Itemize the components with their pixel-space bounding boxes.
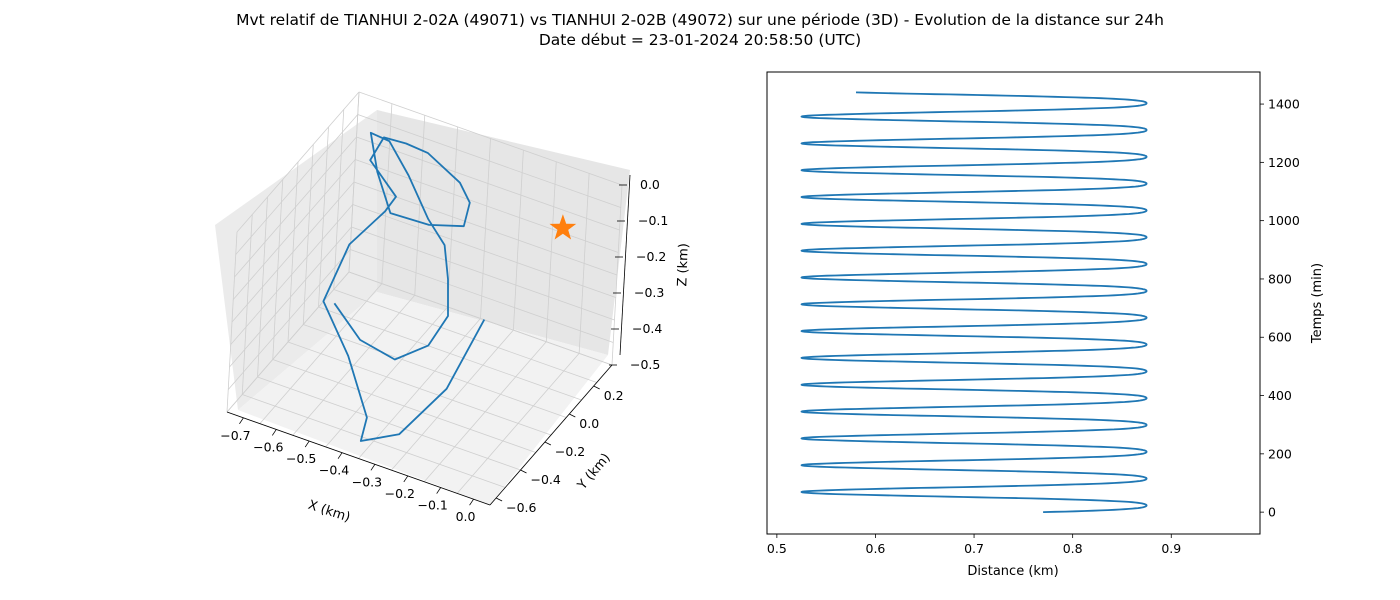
3d-pane-back <box>377 110 630 355</box>
z-tick-label: −0.5 <box>630 357 660 372</box>
grid-line <box>358 91 623 186</box>
x-axis-line <box>226 411 491 506</box>
grid-line <box>235 114 359 255</box>
grid-line <box>611 184 623 366</box>
grid-line <box>234 136 357 278</box>
y-tick-label: −0.6 <box>506 500 536 515</box>
z-axis-line <box>619 174 631 356</box>
grid-line <box>318 306 582 401</box>
time-tick-label: 800 <box>1268 271 1292 286</box>
grid-line <box>355 159 619 253</box>
z-tick-label: −0.1 <box>638 213 668 228</box>
z-ticks: 0.0 −0.1 −0.2 −0.3 −0.4 −0.5 <box>609 177 668 372</box>
x-tick-mark <box>370 464 376 471</box>
time-tick-label: 400 <box>1268 388 1292 403</box>
distance-tick-label: 0.9 <box>1161 541 1181 556</box>
grid-line <box>333 109 345 290</box>
y-tick-mark <box>544 441 552 446</box>
3d-pane-floor <box>238 292 608 505</box>
y-tick-mark <box>593 385 600 390</box>
z-tick-label: −0.3 <box>634 285 664 300</box>
origin-star-marker <box>549 214 577 240</box>
y-tick-mark <box>569 413 576 418</box>
time-axis-label: Temps (min) <box>1310 263 1325 344</box>
grid-line <box>512 150 524 331</box>
x-tick-label: −0.6 <box>253 439 283 454</box>
distance-time-axes: 0.5 0.6 0.7 0.8 0.9 0 200 400 600 800 1000 1200 140… <box>766 71 1325 579</box>
time-tick-label: 0 <box>1268 505 1276 520</box>
x-tick-label: −0.4 <box>319 463 349 478</box>
x-tick-mark <box>271 429 277 436</box>
grid-line <box>318 126 329 308</box>
3d-pane-left <box>215 110 377 410</box>
y-tick-mark <box>520 469 527 474</box>
grid-line <box>578 173 590 354</box>
y-ticks: −0.6 −0.4 −0.2 0.0 0.2 <box>495 385 624 515</box>
time-tick-label: 1000 <box>1268 213 1300 228</box>
y-tick-label: −0.2 <box>555 444 585 459</box>
z-axis-label: Z (km) <box>675 243 692 287</box>
x-tick-label: −0.3 <box>352 474 382 489</box>
grid-line <box>287 341 552 436</box>
title-line-2: Date début = 23-01-2024 20:58:50 (UTC) <box>538 31 862 49</box>
y-axis-line <box>489 364 613 506</box>
distance-axis-label: Distance (km) <box>967 564 1058 579</box>
grid-line <box>423 341 547 483</box>
grid-line <box>357 114 621 208</box>
3d-axes: −0.7−0.6−0.5−0.4−0.3−0.2−0.10.0 X (km) −… <box>215 91 692 526</box>
x-tick-label: −0.7 <box>220 428 250 443</box>
time-tick-label: 1200 <box>1268 155 1300 170</box>
distance-tick-label: 0.6 <box>866 541 886 556</box>
x-tick-label: 0.0 <box>456 509 476 524</box>
x-tick-label: −0.2 <box>385 486 415 501</box>
y-tick-mark <box>495 497 503 502</box>
x-tick-mark <box>337 452 343 459</box>
x-ticks: −0.7−0.6−0.5−0.4−0.3−0.2−0.1 0.0 <box>220 417 476 524</box>
figure-title: Mvt relatif de TIANHUI 2-02A (49071) vs … <box>0 10 1400 50</box>
x-axis-label: X (km) <box>306 498 352 526</box>
y-tick-label: 0.0 <box>579 416 599 431</box>
title-line-1: Mvt relatif de TIANHUI 2-02A (49071) vs … <box>236 11 1164 29</box>
time-y-ticks: 0 200 400 600 800 1000 1200 1400 <box>1260 97 1300 520</box>
grid-line <box>236 91 360 233</box>
grid-line <box>353 181 618 276</box>
grid-line <box>302 144 314 325</box>
time-tick-label: 200 <box>1268 446 1292 461</box>
3d-grid <box>226 91 623 506</box>
grid-line <box>348 271 613 366</box>
3d-trajectory-line <box>322 131 486 442</box>
distance-x-ticks: 0.5 0.6 0.7 0.8 0.9 <box>767 534 1181 556</box>
x-tick-mark <box>239 417 244 425</box>
distance-tick-label: 0.8 <box>1063 541 1083 556</box>
z-tick-label: 0.0 <box>640 177 660 192</box>
grid-line <box>333 289 597 383</box>
x-tick-mark <box>436 487 442 494</box>
y-tick-label: 0.2 <box>604 388 624 403</box>
grid-line <box>231 181 355 323</box>
grid-line <box>391 329 514 471</box>
x-tick-label: −0.1 <box>418 498 448 513</box>
time-tick-label: 600 <box>1268 330 1292 345</box>
grid-line <box>545 161 557 342</box>
distance-tick-label: 0.7 <box>964 541 984 556</box>
z-tick-label: −0.2 <box>636 249 666 264</box>
x-tick-mark <box>469 498 474 506</box>
time-tick-label: 1400 <box>1268 97 1300 112</box>
grid-line <box>356 136 620 231</box>
distance-tick-label: 0.5 <box>767 541 787 556</box>
x-tick-mark <box>403 475 409 483</box>
x-tick-label: −0.5 <box>286 451 316 466</box>
x-tick-mark <box>304 440 310 448</box>
grid-line <box>303 324 567 418</box>
y-tick-label: −0.4 <box>531 472 561 487</box>
distance-line <box>800 91 1148 513</box>
grid-line <box>232 159 356 300</box>
z-tick-label: −0.4 <box>632 321 662 336</box>
grid-line <box>456 353 580 494</box>
